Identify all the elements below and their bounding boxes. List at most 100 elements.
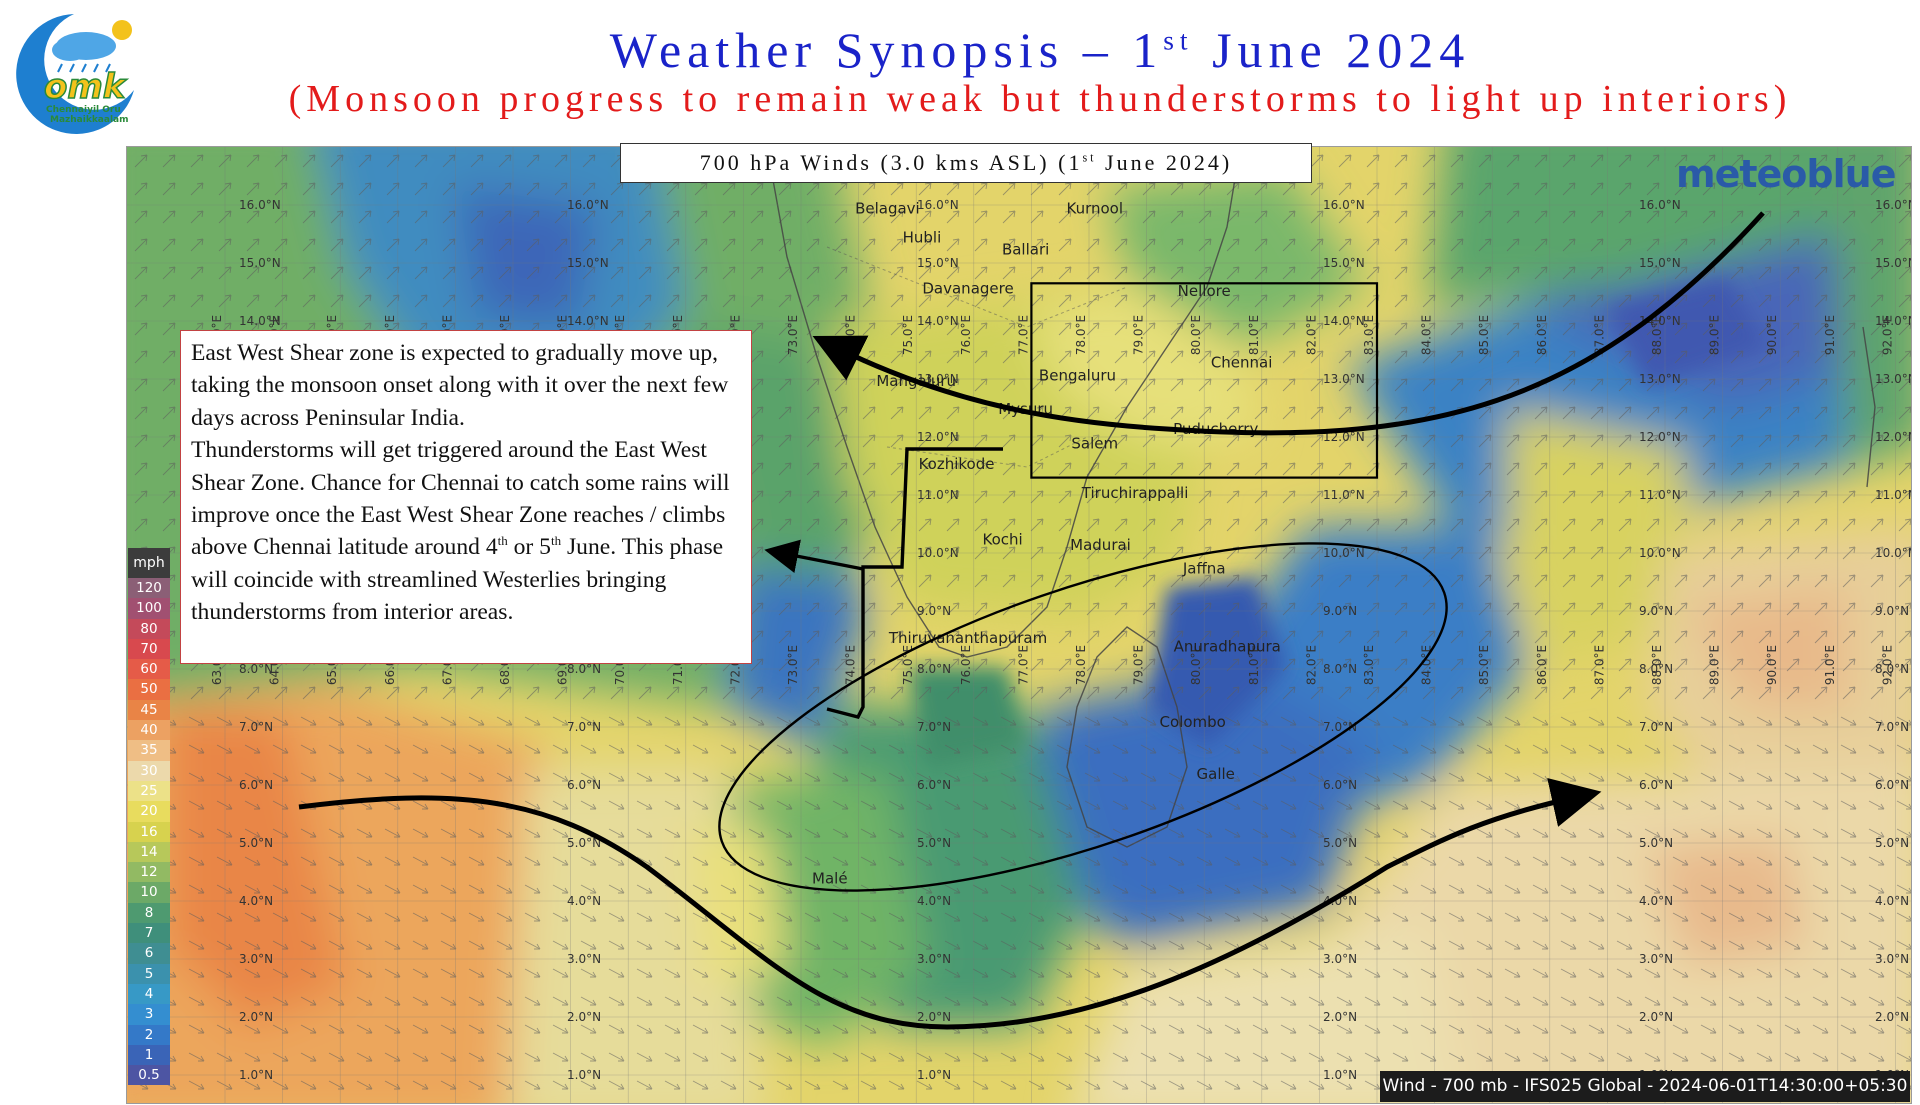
latitude-label: 9.0°N (917, 604, 951, 618)
place-label-nellore: Nellore (1178, 282, 1231, 300)
page-subtitle: (Monsoon progress to remain weak but thu… (288, 78, 1792, 120)
latitude-label: 2.0°N (567, 1010, 601, 1024)
legend-step: 25 (128, 780, 170, 802)
latitude-label: 4.0°N (567, 894, 601, 908)
longitude-label: 88.0°E (1650, 315, 1664, 355)
latitude-label: 14.0°N (1323, 314, 1365, 328)
latitude-label: 5.0°N (239, 836, 273, 850)
pointer-line (826, 447, 1003, 719)
place-label-chennai: Chennai (1211, 353, 1273, 371)
title-sup: st (1163, 24, 1194, 56)
longitude-label: 78.0°E (1074, 645, 1088, 685)
legend-step: 5 (128, 963, 170, 984)
latitude-label: 14.0°N (567, 314, 609, 328)
annotation-text-a: Thunderstorms will get triggered around … (191, 437, 730, 561)
place-label-salem: Salem (1071, 435, 1118, 453)
latitude-label: 1.0°N (239, 1068, 273, 1082)
longitude-label: 91.0°E (1823, 645, 1837, 685)
longitude-label: 92.0°E (1880, 645, 1894, 685)
latitude-label: 5.0°N (1639, 836, 1673, 850)
legend-step: 10 (128, 882, 170, 903)
place-label-madurai: Madurai (1070, 536, 1131, 554)
latitude-label: 5.0°N (917, 836, 951, 850)
place-label-male: Malé (812, 870, 848, 888)
longitude-label: 89.0°E (1708, 645, 1722, 685)
latitude-label: 13.0°N (1875, 372, 1911, 386)
omk-logo: omk Chennaiyil Oru Mazhaikkaalam (4, 6, 144, 134)
focus-box (1030, 282, 1379, 479)
longitude-label: 81.0°E (1247, 315, 1261, 355)
latitude-label: 14.0°N (917, 314, 959, 328)
legend-step: 70 (128, 638, 170, 660)
latitude-label: 10.0°N (917, 546, 959, 560)
latitude-label: 3.0°N (239, 952, 273, 966)
place-label-kochi: Kochi (982, 530, 1022, 548)
legend-step: 30 (128, 760, 170, 781)
longitude-label: 87.0°E (1592, 645, 1606, 685)
latitude-label: 2.0°N (1639, 1010, 1673, 1024)
longitude-label: 92.0°E (1880, 315, 1894, 355)
annotation-sup-1: th (497, 533, 508, 549)
legend-step: 3 (128, 1004, 170, 1025)
longitude-label: 83.0°E (1362, 315, 1376, 355)
latitude-label: 9.0°N (1323, 604, 1357, 618)
latitude-label: 15.0°N (239, 256, 281, 270)
legend-step: 8 (128, 902, 170, 924)
longitude-label: 87.0°E (1592, 315, 1606, 355)
latitude-label: 1.0°N (567, 1068, 601, 1082)
latitude-label: 13.0°N (1639, 372, 1681, 386)
latitude-label: 12.0°N (917, 430, 959, 444)
legend-step: 40 (128, 720, 170, 741)
latitude-label: 6.0°N (239, 778, 273, 792)
longitude-label: 84.0°E (1420, 315, 1434, 355)
latitude-label: 7.0°N (567, 720, 601, 734)
latitude-label: 6.0°N (567, 778, 601, 792)
legend-step: 7 (128, 923, 170, 944)
longitude-label: 73.0°E (786, 315, 800, 355)
place-label-davanagere: Davanagere (922, 280, 1013, 298)
place-labels: Belagavi Hubli Ballari Kurnool Davanagere Nel… (812, 200, 1281, 888)
latitude-label: 1.0°N (1323, 1068, 1357, 1082)
place-label-belagavi: Belagavi (855, 200, 920, 218)
shear-zone-ellipse (718, 542, 1448, 892)
longitude-label: 91.0°E (1823, 315, 1837, 355)
latitude-label: 7.0°N (1875, 720, 1909, 734)
longitude-label: 79.0°E (1132, 645, 1146, 685)
place-label-colombo: Colombo (1160, 713, 1226, 731)
latitude-label: 10.0°N (1875, 546, 1911, 560)
latitude-label: 15.0°N (1875, 256, 1911, 270)
longitude-label: 77.0°E (1016, 645, 1030, 685)
latitude-label: 11.0°N (917, 488, 959, 502)
longitude-label: 76.0°E (959, 315, 973, 355)
legend-step: 14 (128, 841, 170, 863)
latitude-label: 7.0°N (1323, 720, 1357, 734)
longitude-label: 81.0°E (1247, 645, 1261, 685)
coastline (766, 147, 1876, 848)
place-label-tiruchirappalli: Tiruchirappalli (1081, 484, 1189, 502)
latitude-label: 8.0°N (1639, 662, 1673, 676)
latitude-label: 3.0°N (917, 952, 951, 966)
latitude-label: 7.0°N (917, 720, 951, 734)
longitude-label: 88.0°E (1650, 645, 1664, 685)
legend-step: 4 (128, 983, 170, 1005)
place-label-hubli: Hubli (903, 229, 942, 247)
latitude-label: 6.0°N (1323, 778, 1357, 792)
latitude-label: 2.0°N (1323, 1010, 1357, 1024)
longitude-label: 75.0°E (901, 315, 915, 355)
map-footer: Wind - 700 mb - IFS025 Global - 2024-06-… (1380, 1071, 1910, 1102)
latitude-label: 6.0°N (1875, 778, 1909, 792)
latitude-label: 3.0°N (1323, 952, 1357, 966)
caption-sup: st (1082, 150, 1097, 165)
longitude-label: 90.0°E (1765, 315, 1779, 355)
legend-step: 12 (128, 862, 170, 883)
longitude-label: 80.0°E (1189, 645, 1203, 685)
annotation-box: East West Shear zone is expected to grad… (180, 330, 752, 664)
legend-step: 60 (128, 659, 170, 680)
latitude-label: 9.0°N (1875, 604, 1909, 618)
longitude-label: 86.0°E (1535, 315, 1549, 355)
longitude-label: 73.0°E (786, 645, 800, 685)
latitude-label: 16.0°N (917, 198, 959, 212)
latitude-label: 12.0°N (1875, 430, 1911, 444)
latitude-label: 7.0°N (1639, 720, 1673, 734)
longitude-label: 89.0°E (1708, 315, 1722, 355)
